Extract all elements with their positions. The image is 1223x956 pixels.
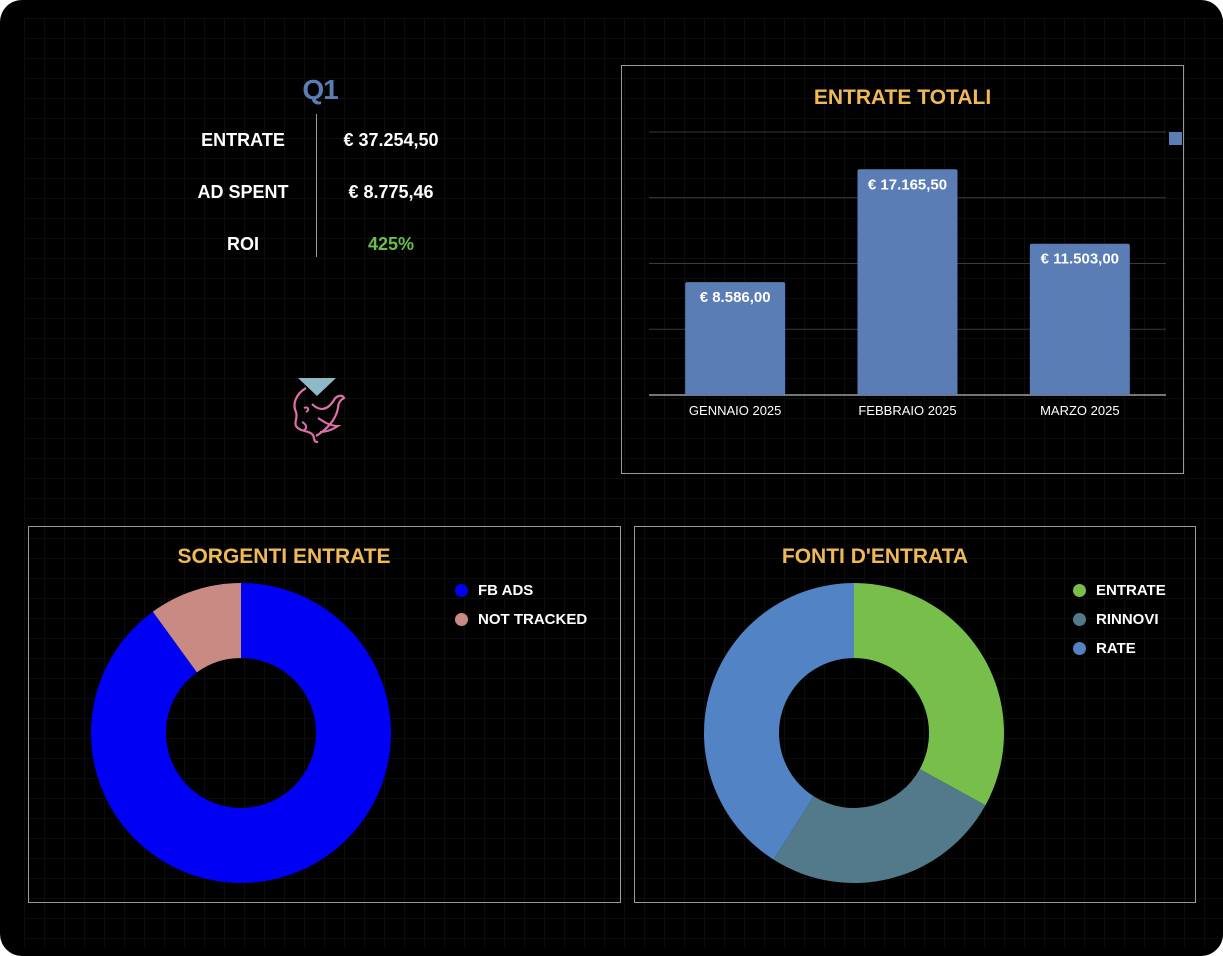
income-types-chart-panel: FONTI D'ENTRATA ENTRATE RINNOVI RATE [634, 526, 1196, 903]
legend-item-fb-ads[interactable]: FB ADS [455, 582, 533, 599]
kpi-value-roi: 425% [367, 234, 415, 254]
legend-item-rate[interactable]: RATE [1073, 640, 1136, 657]
x-tick-label: FEBBRAIO 2025 [858, 403, 956, 418]
legend-label: FB ADS [478, 582, 534, 599]
sources-donut-svg [90, 583, 391, 883]
pie-slice[interactable] [854, 583, 1004, 806]
bar-data-label: € 8.586,00 [700, 289, 771, 306]
kpi-title: Q1 [302, 74, 338, 105]
bar[interactable] [685, 282, 786, 395]
bar-data-label: € 17.165,50 [868, 176, 947, 193]
income-types-donut-svg [703, 583, 1004, 883]
kpi-label-roi: ROI [226, 234, 259, 254]
bar-chart-panel: ENTRATE TOTALI € 8.586,00 GENNAIO 2025 € 1… [621, 65, 1184, 474]
pie-slice[interactable] [703, 583, 854, 860]
kpi-value-ad-spent: € 8.775,46 [348, 182, 434, 202]
sources-chart-title: SORGENTI ENTRATE [177, 545, 391, 568]
sources-chart-panel: SORGENTI ENTRATE FB ADS NOT TRACKED [28, 526, 621, 903]
legend-label: RATE [1096, 640, 1136, 657]
legend-swatch [1169, 132, 1182, 145]
x-tick-label: GENNAIO 2025 [689, 403, 782, 418]
legend-swatch [1073, 584, 1086, 597]
legend-label: RINNOVI [1096, 611, 1159, 628]
bar-chart-svg: € 8.586,00 GENNAIO 2025 € 17.165,50 FEBBRAI… [649, 131, 1182, 418]
dashboard-canvas [24, 18, 1223, 948]
bar[interactable] [857, 169, 958, 395]
legend-swatch [455, 584, 468, 597]
pie-slice[interactable] [773, 769, 986, 883]
legend-item-not-tracked[interactable]: NOT TRACKED [455, 611, 587, 628]
kpi-divider [316, 114, 317, 257]
legend-item-rinnovi[interactable]: RINNOVI [1073, 611, 1159, 628]
legend-label: NOT TRACKED [478, 611, 588, 628]
income-types-chart-title: FONTI D'ENTRATA [781, 545, 969, 568]
pie-slice[interactable] [152, 583, 241, 673]
legend-item-entrate[interactable]: ENTRATE [1073, 582, 1166, 599]
bar-chart-title: ENTRATE TOTALI [813, 86, 992, 109]
bar[interactable] [1029, 243, 1130, 395]
legend-swatch [1073, 642, 1086, 655]
bar-data-label: € 11.503,00 [1041, 251, 1119, 268]
legend-swatch [455, 613, 468, 626]
x-tick-label: MARZO 2025 [1040, 403, 1119, 418]
legend-swatch [1073, 613, 1086, 626]
kpi-label-ad-spent: AD SPENT [197, 182, 289, 202]
pie-slice[interactable] [90, 583, 391, 883]
kpi-label-entrate: ENTRATE [201, 130, 285, 150]
legend-label: ENTRATE [1096, 582, 1166, 599]
kpi-value-entrate: € 37.254,50 [343, 130, 439, 150]
dove-face-logo [293, 378, 346, 444]
